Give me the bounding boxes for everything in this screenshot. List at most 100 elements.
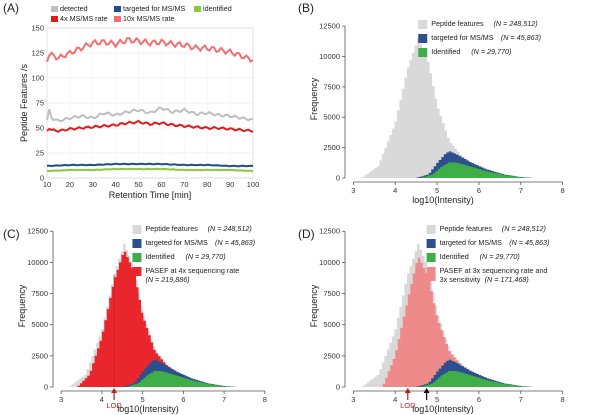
x-tick-label: 90 [226,180,234,189]
x-tick-label: 4 [393,186,397,195]
panel-0: (A) 0 25 50 75 100 125 150 10 20 30 40 50 60 70 80 90 100… [3,1,259,200]
x-tick-label: 7 [519,186,523,195]
x-axis-title: log10(Intensity) [412,404,474,414]
x-tick-label: 7 [222,395,226,404]
x-tick-label: 8 [561,395,565,404]
legend-swatch [132,239,142,248]
y-tick-label: 0 [336,174,340,183]
y-tick-label: 2500 [31,351,48,360]
x-tick-label: 70 [180,180,188,189]
series-line-4 [46,36,254,63]
legend-swatch [418,34,428,43]
x-tick-label: 5 [435,186,439,195]
x-tick-label: 30 [89,180,97,189]
legend-label: Identified [440,252,469,261]
legend: Peptide features (N = 248,512)targeted fo… [418,19,541,57]
y-tick-label: 5000 [323,320,340,329]
y-tick-label: 2500 [323,143,340,152]
x-axis-title: Retention Time [min] [109,190,192,200]
shift-arrow-head [423,388,430,393]
x-tick-label: 3 [59,395,63,404]
y-tick-label: 0 [40,174,44,183]
y-tick-label: 100 [31,74,44,83]
y-tick-label: 150 [31,24,44,33]
legend-swatch [51,6,58,12]
legend-label: Peptide features [440,224,493,233]
y-tick-label: 10000 [319,258,340,267]
lod-label: LOD [106,401,122,410]
legend-swatch [418,20,428,29]
y-tick-label: 7500 [323,289,340,298]
y-tick-label: 0 [336,383,340,392]
legend-label: PASEF at 4x sequencing rate [145,266,239,275]
lod-arrow-head [111,388,118,393]
x-tick-label: 20 [66,180,74,189]
histogram-area-1 [382,257,536,387]
legend-swatch [426,225,436,234]
x-tick-label: 7 [519,395,523,404]
legend-swatch [114,6,121,12]
legend-count: (N = 45,863) [509,238,549,247]
x-tick-label: 100 [247,180,260,189]
histogram-area-3 [126,371,234,387]
legend-label: targeted for MS/MS [145,238,208,247]
x-tick-label: 4 [393,395,397,404]
y-tick-label: 25 [36,149,44,158]
legend: detected targeted for MS/MS identified 4x M… [49,4,251,26]
legend: Peptide features (N = 248,512)targeted fo… [132,224,255,284]
legend-label: Identified [431,47,460,56]
histogram-area-3 [420,371,531,387]
histogram-area-2 [420,162,531,178]
y-axis-title: Frequency [309,284,319,327]
legend-swatch [418,48,428,57]
legend-label-cont: 3x sensitivity [440,275,481,284]
legend-label: detected [60,4,88,13]
y-tick-label: 2500 [323,351,340,360]
legend-swatch [114,16,121,22]
y-tick-label: 75 [36,99,44,108]
legend-count: (N = 219,886) [145,275,189,284]
legend-label: Peptide features [431,19,484,28]
x-tick-label: 60 [157,180,165,189]
panel-1: (B) 0 2500 5000 7500 10000 12500 3 4 5 6 7 8 log10(In… [298,1,565,205]
x-tick-label: 40 [111,180,119,189]
y-tick-label: 0 [44,383,48,392]
y-tick-label: 10000 [27,258,48,267]
y-tick-label: 5000 [323,113,340,122]
lod-label: LOD [400,401,416,410]
panel-2: (C) 0 2500 5000 7500 10000 12500 3 4 5 6 7 8 log10(In… [3,224,267,414]
y-tick-label: 12500 [319,227,340,236]
legend-count: (N = 171,468) [485,275,529,284]
legend-swatch [426,239,436,248]
y-axis-title: Frequency [17,284,27,327]
y-axis-title: Frequency [309,77,319,120]
x-tick-label: 5 [435,395,439,404]
x-tick-label: 8 [263,395,267,404]
legend-count: (N = 248,512) [208,224,252,233]
legend-count: (N = 45,863) [215,238,255,247]
y-tick-label: 10000 [319,52,340,61]
y-tick-label: 7500 [323,82,340,91]
legend-count: (N = 29,770) [471,47,511,56]
legend-swatch [426,253,436,262]
legend-swatch [132,267,142,276]
legend-label: targeted for MS/MS [440,238,503,247]
x-tick-label: 6 [477,395,481,404]
y-axis-title: Peptide Features /s [19,63,29,142]
legend-swatch [426,267,436,281]
series-line-2 [46,167,254,173]
legend-label: identified [203,4,232,13]
legend-swatch [132,225,142,234]
y-tick-label: 5000 [31,320,48,329]
x-tick-label: 80 [203,180,211,189]
y-tick-label: 12500 [319,22,340,31]
legend-count: (N = 29,770) [480,252,520,261]
histogram-area-0 [361,38,535,179]
x-axis-title: log10(Intensity) [117,404,179,414]
legend-count: (N = 29,770) [185,252,225,261]
x-tick-label: 5 [141,395,145,404]
y-tick-label: 50 [36,124,44,133]
legend-swatch [194,6,201,12]
panel-3: (D) 0 2500 5000 7500 10000 12500 3 4 5 6 7 8 log10(In… [298,224,565,414]
